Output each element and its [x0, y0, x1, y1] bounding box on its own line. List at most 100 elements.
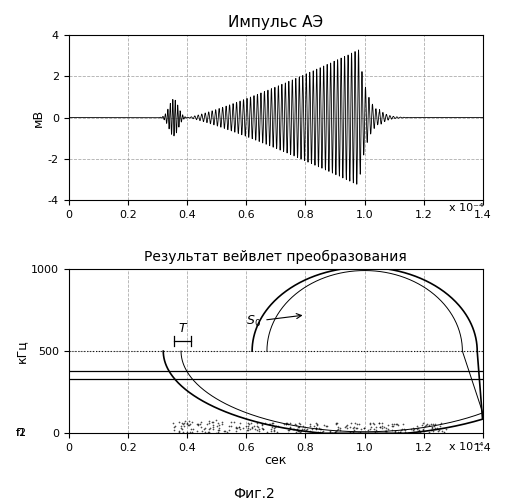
- Point: [382, 426, 390, 434]
- Point: [268, 419, 276, 427]
- Point: [396, 429, 404, 437]
- Point: [218, 420, 226, 428]
- Point: [185, 417, 193, 425]
- Point: [351, 419, 359, 427]
- Point: [315, 424, 323, 432]
- Point: [187, 426, 195, 434]
- Point: [388, 422, 396, 430]
- Point: [333, 426, 341, 434]
- Point: [180, 422, 188, 430]
- Point: [328, 429, 336, 437]
- Point: [255, 426, 263, 434]
- Point: [282, 420, 291, 428]
- Point: [215, 426, 223, 434]
- Point: [214, 422, 223, 430]
- Point: [319, 426, 328, 434]
- Point: [208, 426, 216, 434]
- Point: [273, 422, 281, 430]
- Point: [283, 419, 292, 427]
- Point: [438, 428, 446, 436]
- Point: [336, 426, 344, 434]
- Point: [273, 428, 281, 436]
- Point: [312, 424, 320, 432]
- Point: [200, 426, 208, 434]
- Point: [314, 428, 322, 436]
- Point: [433, 424, 441, 432]
- Point: [256, 424, 264, 432]
- Point: [332, 419, 340, 427]
- Point: [423, 420, 431, 428]
- Point: [317, 428, 325, 436]
- Point: [170, 426, 178, 434]
- Point: [334, 423, 342, 431]
- Point: [313, 420, 321, 428]
- Point: [319, 421, 328, 429]
- Point: [253, 420, 261, 428]
- Point: [183, 428, 191, 436]
- Point: [213, 418, 222, 426]
- Point: [213, 426, 222, 434]
- Point: [372, 423, 380, 431]
- Point: [343, 420, 351, 428]
- Point: [303, 426, 311, 434]
- Point: [394, 421, 403, 429]
- Point: [345, 428, 353, 436]
- Point: [193, 420, 201, 428]
- Point: [332, 427, 340, 435]
- Point: [366, 420, 374, 428]
- Text: x 10⁻⁴: x 10⁻⁴: [449, 442, 483, 452]
- Text: S$_0$: S$_0$: [246, 314, 302, 329]
- Point: [360, 424, 368, 432]
- Point: [381, 426, 389, 434]
- Point: [186, 420, 194, 428]
- Point: [296, 420, 304, 428]
- Point: [293, 428, 301, 436]
- Point: [253, 422, 261, 430]
- Point: [375, 419, 383, 427]
- Point: [197, 418, 205, 426]
- Point: [247, 419, 256, 427]
- Point: [235, 424, 243, 432]
- Point: [407, 424, 415, 432]
- Point: [284, 426, 293, 434]
- Point: [232, 424, 240, 432]
- Point: [396, 428, 404, 436]
- Point: [265, 420, 273, 428]
- Point: [178, 425, 186, 433]
- Point: [397, 426, 405, 434]
- Point: [201, 424, 209, 432]
- Point: [168, 419, 176, 427]
- Point: [332, 420, 340, 428]
- Point: [360, 424, 368, 432]
- Point: [176, 422, 185, 430]
- Point: [436, 422, 444, 430]
- Point: [323, 422, 331, 430]
- X-axis label: сек: сек: [265, 454, 287, 468]
- Point: [235, 423, 243, 431]
- Point: [331, 428, 339, 436]
- Point: [343, 424, 351, 432]
- Point: [393, 420, 401, 428]
- Point: [424, 428, 432, 436]
- Point: [416, 428, 424, 436]
- Point: [295, 423, 303, 431]
- Point: [179, 428, 188, 436]
- Point: [267, 426, 275, 434]
- Point: [209, 418, 218, 426]
- Point: [242, 422, 250, 430]
- Point: [352, 424, 360, 432]
- Point: [225, 422, 233, 430]
- Point: [300, 425, 308, 433]
- Point: [398, 425, 406, 433]
- Point: [375, 419, 383, 427]
- Point: [419, 425, 427, 433]
- Point: [269, 419, 277, 427]
- Point: [189, 424, 197, 432]
- Point: [415, 427, 423, 435]
- Point: [272, 422, 280, 430]
- Point: [317, 425, 325, 433]
- Point: [271, 424, 279, 432]
- Point: [188, 418, 196, 426]
- Point: [424, 421, 432, 429]
- Text: Фиг.2: Фиг.2: [233, 486, 274, 500]
